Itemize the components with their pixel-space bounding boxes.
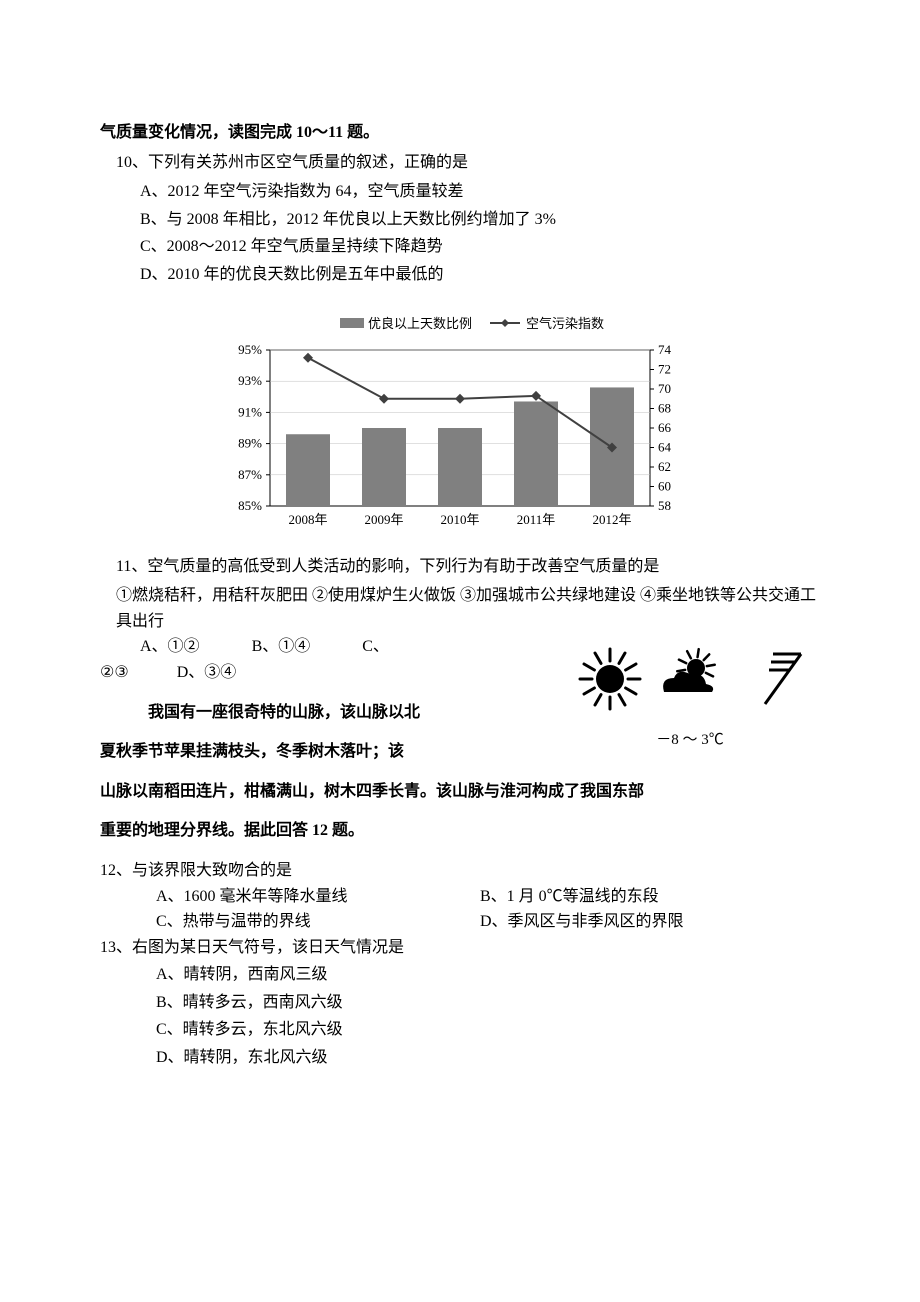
svg-text:60: 60 [658, 478, 671, 493]
svg-text:87%: 87% [238, 466, 262, 481]
passage-l2: 夏秋季节苹果挂满枝头，冬季树木落叶；该 [100, 739, 560, 765]
q11-opt-a: A、①② [140, 638, 200, 655]
q10-opt-a: A、2012 年空气污染指数为 64，空气质量较差 [140, 179, 820, 205]
q11-options-line2: ②③ D、③④ [100, 660, 560, 686]
q13-opt-c: C、晴转多云，东北风六级 [156, 1017, 820, 1043]
q11-options-line1: A、①② B、①④ C、 [140, 634, 560, 660]
svg-text:89%: 89% [238, 435, 262, 450]
q12-stem: 12、与该界限大致吻合的是 [100, 858, 820, 884]
svg-text:68: 68 [658, 400, 671, 415]
q12-opt-d: D、季风区与非季风区的界限 [480, 913, 684, 930]
q12-row1: A、1600 毫米年等降水量线 B、1 月 0℃等温线的东段 [156, 884, 820, 910]
q13-opt-a: A、晴转阴，西南风三级 [156, 962, 820, 988]
passage-l1: 我国有一座很奇特的山脉，该山脉以北 [148, 700, 560, 726]
q10-opt-c: C、2008～2012 年空气质量呈持续下降趋势 [140, 234, 820, 260]
passage-header: 气质量变化情况，读图完成 10～11 题。 [100, 120, 820, 146]
svg-text:2010年: 2010年 [440, 512, 479, 527]
svg-text:95%: 95% [238, 342, 262, 357]
svg-text:91%: 91% [238, 404, 262, 419]
svg-text:85%: 85% [238, 498, 262, 513]
passage-l3: 山脉以南稻田连片，柑橘满山，树木四季长青。该山脉与淮河构成了我国东部 [100, 779, 820, 805]
q13-stem: 13、右图为某日天气符号，该日天气情况是 [100, 935, 820, 961]
q12-opt-c: C、热带与温带的界线 [156, 909, 476, 935]
svg-text:66: 66 [658, 420, 672, 435]
q12-opt-a: A、1600 毫米年等降水量线 [156, 884, 476, 910]
svg-text:2008年: 2008年 [288, 512, 327, 527]
weather-symbol-figure: －8 ～ 3℃ [560, 634, 820, 752]
svg-text:2011年: 2011年 [517, 512, 556, 527]
svg-text:2012年: 2012年 [592, 512, 631, 527]
q12-row2: C、热带与温带的界线 D、季风区与非季风区的界限 [156, 909, 820, 935]
svg-text:64: 64 [658, 439, 672, 454]
svg-text:58: 58 [658, 498, 671, 513]
svg-text:70: 70 [658, 381, 671, 396]
q10-stem: 10、下列有关苏州市区空气质量的叙述，正确的是 [100, 150, 820, 176]
q10-opt-b: B、与 2008 年相比，2012 年优良以上天数比例约增加了 3% [140, 207, 820, 233]
svg-text:62: 62 [658, 459, 671, 474]
svg-text:2009年: 2009年 [364, 512, 403, 527]
q11-stem: 11、空气质量的高低受到人类活动的影响，下列行为有助于改善空气质量的是 [100, 554, 820, 580]
svg-text:74: 74 [658, 342, 672, 357]
svg-text:93%: 93% [238, 373, 262, 388]
q11-opt-c: C、 [362, 638, 389, 655]
svg-text:72: 72 [658, 361, 671, 376]
q13-opt-d: D、晴转阴，东北风六级 [156, 1045, 820, 1071]
svg-text:空气污染指数: 空气污染指数 [526, 316, 604, 331]
svg-text:优良以上天数比例: 优良以上天数比例 [368, 316, 472, 331]
weather-temp-label: －8 ～ 3℃ [560, 728, 820, 752]
air-quality-chart: 优良以上天数比例 空气污染指数 85% 87% 89% 91% 93% 95% 58 60 62 64… [100, 316, 820, 536]
q12-opt-b: B、1 月 0℃等温线的东段 [480, 888, 659, 905]
q11-opt-b: B、①④ [252, 638, 311, 655]
passage-l4: 重要的地理分界线。据此回答 12 题。 [100, 818, 820, 844]
q10-opt-d: D、2010 年的优良天数比例是五年中最低的 [140, 262, 820, 288]
q13-opt-b: B、晴转多云，西南风六级 [156, 990, 820, 1016]
q11-items: ①燃烧秸秆，用秸秆灰肥田 ②使用煤炉生火做饭 ③加强城市公共绿地建设 ④乘坐地铁… [116, 583, 820, 634]
